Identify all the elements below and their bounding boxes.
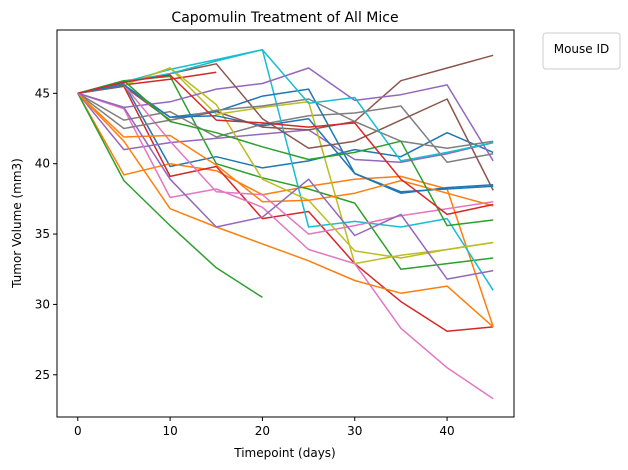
series-line-19 [77, 67, 494, 259]
x-axis-label: Timepoint (days) [233, 446, 335, 460]
x-tick-label: 10 [162, 424, 177, 438]
x-tick-label: 30 [347, 424, 362, 438]
series-line-23 [77, 79, 494, 227]
x-tick-label: 0 [74, 424, 82, 438]
y-tick-label: 30 [35, 297, 50, 311]
y-tick-label: 35 [35, 227, 50, 241]
series-line-7 [77, 92, 494, 400]
legend-title: Mouse ID [554, 42, 610, 56]
series-line-22 [77, 92, 494, 207]
x-tick-label: 40 [439, 424, 454, 438]
series-line-17 [77, 84, 494, 235]
x-tick-label: 20 [255, 424, 270, 438]
chart-title: Capomulin Treatment of All Mice [171, 10, 398, 26]
y-axis-label: Tumor Volume (mm3) [10, 158, 24, 289]
series-line-5 [77, 92, 494, 164]
y-tick-label: 25 [35, 368, 50, 382]
y-tick-label: 45 [35, 86, 50, 100]
series-layer [77, 48, 494, 400]
plot-frame [56, 29, 515, 418]
legend-box [542, 32, 621, 70]
series-line-24 [77, 74, 494, 216]
series-line-8 [77, 92, 494, 164]
ticks-layer: 0 10 20 30 40 25 30 35 40 45 [35, 86, 455, 438]
legend: Mouse ID [542, 32, 621, 70]
series-line-6 [77, 54, 494, 131]
series-line-13 [77, 92, 263, 299]
series-line-25 [77, 92, 494, 280]
y-tick-label: 40 [35, 157, 50, 171]
series-line-18 [77, 92, 494, 149]
series-line-12 [77, 92, 494, 328]
